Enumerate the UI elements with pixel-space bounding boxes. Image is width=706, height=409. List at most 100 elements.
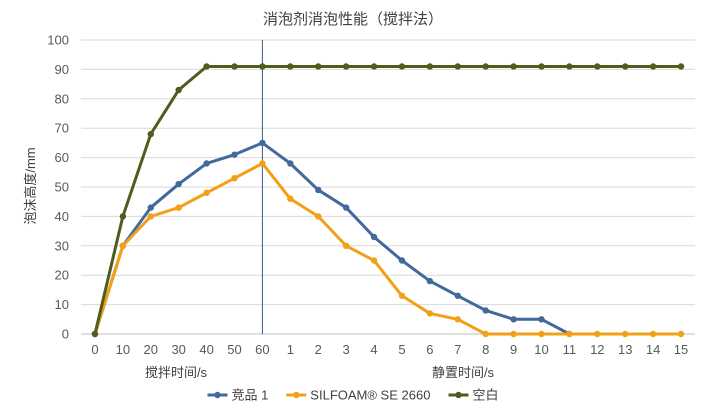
y-tick-label: 80 <box>55 91 69 106</box>
data-point <box>398 257 406 264</box>
y-tick-label: 10 <box>55 297 69 312</box>
data-point <box>203 160 210 167</box>
y-tick-label: 60 <box>55 150 69 165</box>
data-point <box>677 63 685 70</box>
series-1 <box>91 160 685 338</box>
data-point <box>175 180 182 188</box>
data-point <box>231 174 238 182</box>
series-line <box>93 141 571 336</box>
data-point <box>482 330 489 338</box>
x-tick-label: 14 <box>646 342 660 357</box>
x-tick-label: 6 <box>426 342 433 357</box>
data-point <box>566 330 573 338</box>
data-point <box>510 63 517 70</box>
data-point <box>119 242 127 249</box>
data-point <box>370 63 378 70</box>
y-tick-label: 40 <box>55 209 69 224</box>
data-point <box>454 292 461 299</box>
x-tick-label: 13 <box>618 342 632 357</box>
x-tick-label: 7 <box>454 342 461 357</box>
data-point <box>342 204 350 211</box>
data-point <box>426 63 434 70</box>
legend-item: 竞品 1 <box>207 388 269 403</box>
series-line <box>93 64 683 336</box>
y-tick-label: 100 <box>47 33 69 48</box>
x-axis-tick-labels: 0 10 20 30 40 50 60 1 2 3 4 5 6 7 8 9 10 11 12 13 14 15 <box>91 342 688 357</box>
data-point <box>622 63 629 70</box>
data-point <box>175 204 182 211</box>
x-tick-label: 2 <box>315 342 322 357</box>
data-point <box>287 63 294 70</box>
data-point <box>203 189 210 197</box>
x-tick-label: 11 <box>563 342 577 357</box>
series-line <box>93 161 683 336</box>
data-point <box>119 213 127 220</box>
data-point <box>342 242 350 249</box>
x-tick-label: 60 <box>255 342 269 357</box>
data-point <box>454 316 461 323</box>
data-point <box>538 330 545 338</box>
data-point <box>510 316 517 323</box>
data-point <box>203 63 210 70</box>
legend-item: SILFOAM® SE 2660 <box>286 388 430 403</box>
data-point <box>398 63 406 70</box>
data-point <box>287 160 294 167</box>
legend: 竞品 1 SILFOAM® SE 2660 空白 <box>207 388 499 403</box>
x-tick-label: 9 <box>510 342 517 357</box>
x-tick-label: 12 <box>590 342 604 357</box>
y-tick-label: 70 <box>55 121 69 136</box>
data-point <box>91 330 99 338</box>
data-point <box>594 63 601 70</box>
x-tick-label: 8 <box>482 342 489 357</box>
x-tick-label: 10 <box>116 342 130 357</box>
data-point <box>538 63 545 70</box>
series-layer <box>91 63 685 338</box>
x-tick-label: 40 <box>199 342 213 357</box>
data-point <box>538 316 545 323</box>
data-point <box>315 213 322 220</box>
x-tick-label: 1 <box>287 342 294 357</box>
data-point <box>370 257 378 264</box>
gridlines <box>81 39 695 335</box>
data-point <box>231 63 238 70</box>
data-point <box>398 292 406 299</box>
legend-swatch-marker <box>214 391 221 399</box>
data-point <box>175 86 182 94</box>
data-point <box>147 130 154 138</box>
y-axis-title: 泡沫高度/mm <box>23 147 38 224</box>
data-point <box>649 63 657 70</box>
data-point <box>510 330 517 338</box>
data-point <box>315 186 322 194</box>
data-point <box>622 330 629 338</box>
data-point <box>147 213 154 220</box>
x-tick-label: 0 <box>91 342 98 357</box>
x-tick-label: 30 <box>171 342 185 357</box>
data-point <box>287 195 294 202</box>
y-tick-label: 50 <box>55 180 69 195</box>
legend-item: 空白 <box>448 388 499 403</box>
y-axis-tick-labels: 0 10 20 30 40 50 60 70 80 90 100 <box>47 33 69 342</box>
y-tick-label: 90 <box>55 62 69 77</box>
data-point <box>566 63 573 70</box>
data-point <box>259 160 266 167</box>
legend-label: 竞品 1 <box>232 388 269 403</box>
data-point <box>426 277 434 285</box>
x-tick-label: 4 <box>370 342 377 357</box>
data-point <box>370 233 378 241</box>
x-tick-label: 5 <box>398 342 405 357</box>
data-point <box>649 330 657 338</box>
data-point <box>426 310 434 317</box>
data-point <box>454 63 461 70</box>
x-tick-label: 3 <box>343 342 350 357</box>
x-tick-label: 10 <box>534 342 548 357</box>
x-group-label-stirring: 搅拌时间/s <box>145 365 208 380</box>
legend-label: 空白 <box>473 388 499 403</box>
series-0 <box>91 139 573 338</box>
x-tick-label: 15 <box>674 342 688 357</box>
data-point <box>315 63 322 70</box>
legend-swatch-marker <box>293 391 300 399</box>
data-point <box>482 307 489 314</box>
x-group-label-standing: 静置时间/s <box>432 365 495 380</box>
y-tick-label: 0 <box>62 327 69 342</box>
